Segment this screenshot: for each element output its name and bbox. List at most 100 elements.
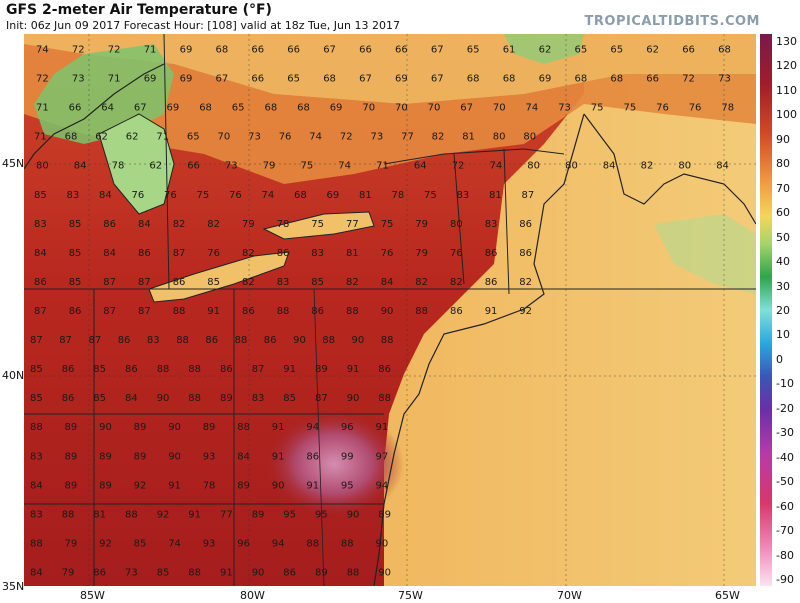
temperature-value: 82 xyxy=(207,219,220,230)
temperature-value: 66 xyxy=(359,45,372,56)
temperature-value: 80 xyxy=(565,161,578,172)
temperature-value: 83 xyxy=(252,393,265,404)
temperature-value: 62 xyxy=(646,45,659,56)
temperature-value: 86 xyxy=(118,335,131,346)
temperature-value: 68 xyxy=(467,74,480,85)
temperature-value: 71 xyxy=(108,74,121,85)
temperature-value: 88 xyxy=(62,509,75,520)
colorbar-label: -90 xyxy=(776,573,794,586)
temperature-value: 69 xyxy=(327,190,340,201)
temperature-value: 78 xyxy=(277,219,290,230)
coastline-maine xyxy=(583,113,756,225)
temperature-value: 77 xyxy=(346,219,359,230)
temperature-value: 80 xyxy=(450,219,463,230)
temperature-value: 81 xyxy=(93,509,106,520)
temperature-value: 72 xyxy=(682,74,695,85)
temperature-value: 75 xyxy=(624,103,637,114)
colorbar-label: -80 xyxy=(776,548,794,562)
temperature-value: 67 xyxy=(431,45,444,56)
temperature-value: 74 xyxy=(490,161,503,172)
temperature-value: 86 xyxy=(62,393,75,404)
temperature-value: 80 xyxy=(36,161,49,172)
temperature-value: 85 xyxy=(134,538,147,549)
temperature-value: 88 xyxy=(378,393,391,404)
temperature-value: 84 xyxy=(125,393,138,404)
temperature-value: 65 xyxy=(232,103,245,114)
temperature-value: 73 xyxy=(718,74,731,85)
temperature-value: 73 xyxy=(225,161,238,172)
temperature-value: 84 xyxy=(138,219,151,230)
temperature-value: 93 xyxy=(203,451,216,462)
temperature-value: 87 xyxy=(34,306,47,317)
temperature-value: 79 xyxy=(263,161,276,172)
temperature-value: 86 xyxy=(264,335,277,346)
colorbar-label: 110 xyxy=(776,83,797,97)
temperature-value: 88 xyxy=(381,335,394,346)
temperature-value: 79 xyxy=(415,248,428,259)
temperature-value: 84 xyxy=(716,161,729,172)
colorbar-label: -50 xyxy=(776,475,794,489)
temperature-value: 89 xyxy=(65,451,78,462)
colorbar-label: 40 xyxy=(776,255,790,269)
temperature-value: 78 xyxy=(203,480,216,491)
temperature-value: 62 xyxy=(126,132,139,143)
temperature-value: 67 xyxy=(431,74,444,85)
temperature-value: 69 xyxy=(144,74,157,85)
colorbar-label: -40 xyxy=(776,450,794,464)
temperature-value: 82 xyxy=(346,277,359,288)
temperature-value: 82 xyxy=(641,161,654,172)
temperature-value: 70 xyxy=(395,103,408,114)
temperature-value: 91 xyxy=(347,364,360,375)
temperature-value: 67 xyxy=(134,103,147,114)
temperature-value: 66 xyxy=(646,74,659,85)
temperature-value: 90 xyxy=(352,335,365,346)
temperature-value: 76 xyxy=(229,190,242,201)
temperature-value: 69 xyxy=(167,103,180,114)
colorbar-gradient xyxy=(760,34,772,586)
temperature-value: 91 xyxy=(188,509,201,520)
temperature-value: 90 xyxy=(376,538,389,549)
map-canvas: 74 72 72 71 69 68 66 66 67 66 66 67 65 61 62 65 65 62 66 68… xyxy=(24,34,756,586)
temperature-value: 68 xyxy=(199,103,212,114)
temperature-value: 85 xyxy=(69,219,82,230)
lake-ontario xyxy=(262,211,375,240)
coastline-east xyxy=(373,113,585,586)
lat-label: 35N xyxy=(2,580,25,593)
temperature-value: 67 xyxy=(460,103,473,114)
temperature-value: 86 xyxy=(519,219,532,230)
temperature-value: 86 xyxy=(62,364,75,375)
temperature-value: 76 xyxy=(689,103,702,114)
temperature-value: 83 xyxy=(147,335,160,346)
temperature-value: 93 xyxy=(203,538,216,549)
temperature-value: 86 xyxy=(450,306,463,317)
temperature-value: 66 xyxy=(395,45,408,56)
temperature-value: 71 xyxy=(376,161,389,172)
colorbar-label: -60 xyxy=(776,499,794,513)
temperature-value: 83 xyxy=(30,509,43,520)
temperature-value: 94 xyxy=(306,422,319,433)
temperature-value: 85 xyxy=(30,393,43,404)
temperature-value: 65 xyxy=(610,45,623,56)
temperature-value: 88 xyxy=(173,306,186,317)
temperature-value: 72 xyxy=(108,45,121,56)
temperature-value: 88 xyxy=(188,364,201,375)
temperature-value: 86 xyxy=(485,277,498,288)
temperature-value: 85 xyxy=(157,568,170,579)
temperature-value: 86 xyxy=(242,306,255,317)
temperature-value: 68 xyxy=(323,74,336,85)
temperature-value: 97 xyxy=(376,451,389,462)
temperature-value: 74 xyxy=(262,190,275,201)
temperature-value: 85 xyxy=(34,190,47,201)
hot-spot xyxy=(264,409,404,519)
temperature-value: 87 xyxy=(89,335,102,346)
temperature-value: 83 xyxy=(485,219,498,230)
temperature-value: 81 xyxy=(346,248,359,259)
temperature-value: 66 xyxy=(187,161,200,172)
temperature-value: 88 xyxy=(322,335,335,346)
temperature-value: 73 xyxy=(371,132,384,143)
temperature-value: 85 xyxy=(283,393,296,404)
temperature-value: 74 xyxy=(338,161,351,172)
temperature-value: 88 xyxy=(125,509,138,520)
temperature-value: 64 xyxy=(414,161,427,172)
temperature-value: 84 xyxy=(74,161,87,172)
